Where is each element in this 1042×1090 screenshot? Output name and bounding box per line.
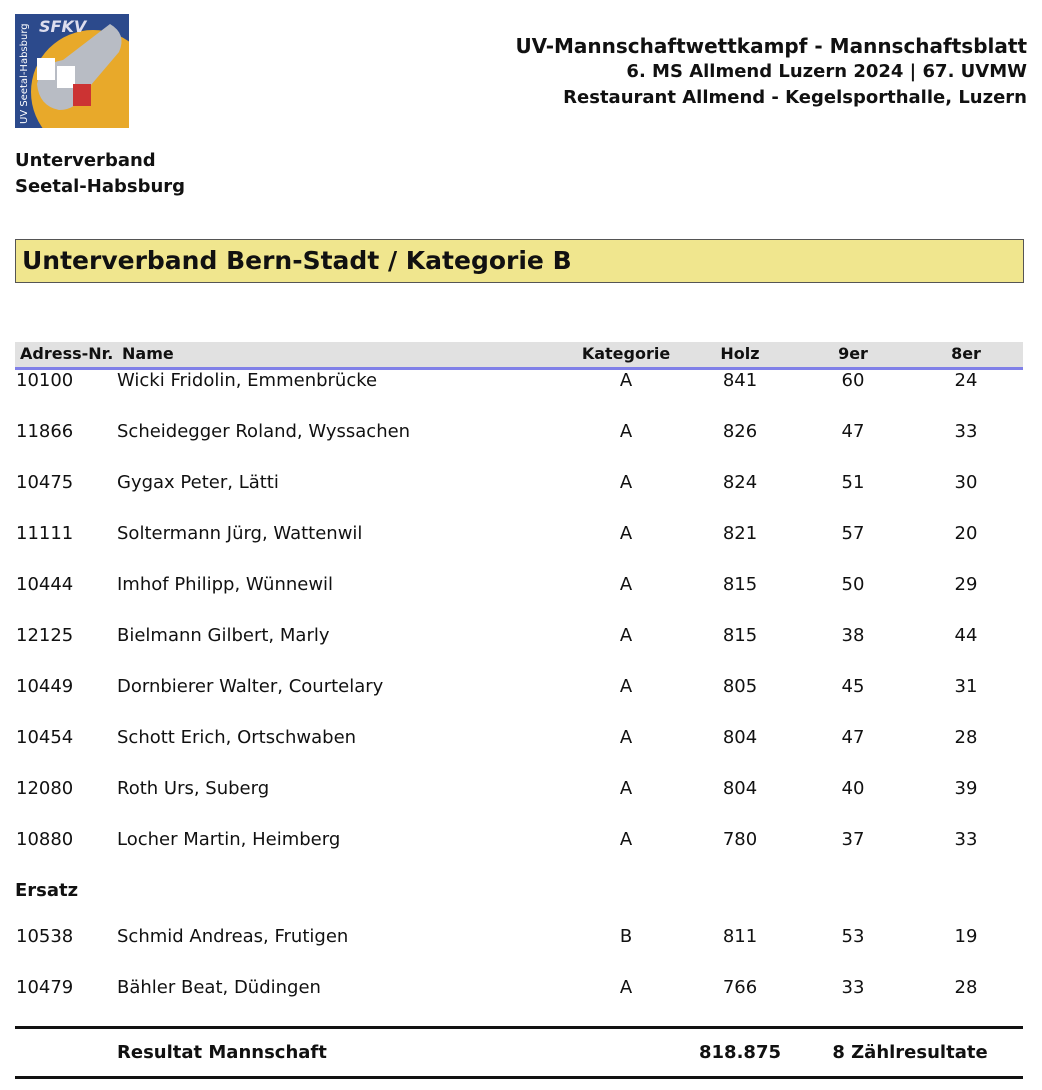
cell: Dornbierer Walter, Courtelary (117, 676, 384, 697)
column-header: Holz (720, 344, 760, 363)
cell: 804 (722, 727, 758, 748)
cell: 60 (841, 370, 865, 391)
column-header: 9er (838, 344, 868, 363)
section-title: Unterverband Bern-Stadt / Kategorie B (22, 246, 572, 275)
cell: 39 (954, 778, 978, 799)
cell: 33 (954, 829, 978, 850)
cell: Scheidegger Roland, Wyssachen (117, 421, 411, 442)
cell: 766 (722, 977, 758, 998)
cell: 10475 (16, 472, 74, 493)
cell: 10538 (16, 926, 74, 947)
cell: 12125 (16, 625, 74, 646)
cell: 30 (954, 472, 978, 493)
cell: 10100 (16, 370, 74, 391)
cell: 10444 (16, 574, 74, 595)
cell: 12080 (16, 778, 74, 799)
cell: Bielmann Gilbert, Marly (117, 625, 330, 646)
cell: A (619, 574, 633, 595)
cell: 805 (722, 676, 758, 697)
logo-title: SFKV (39, 17, 88, 36)
total-value: 818.875 (699, 1042, 781, 1063)
cell: 33 (954, 421, 978, 442)
cell: 10454 (16, 727, 74, 748)
cell: A (619, 472, 633, 493)
cell: 28 (954, 727, 978, 748)
cell: 826 (722, 421, 758, 442)
cell: 51 (841, 472, 865, 493)
cell: A (619, 676, 633, 697)
cell: 821 (722, 523, 758, 544)
table-header (15, 342, 1023, 370)
header-line: 6. MS Allmend Luzern 2024 | 67. UVMW (626, 61, 1027, 82)
header-line: Restaurant Allmend - Kegelsporthalle, Lu… (563, 87, 1027, 108)
cell: Roth Urs, Suberg (117, 778, 270, 799)
cell: Wicki Fridolin, Emmenbrücke (117, 370, 378, 391)
cell: 815 (722, 625, 758, 646)
cell: Bähler Beat, Düdingen (117, 977, 321, 998)
column-header: Adress-Nr. (20, 344, 114, 363)
cell: A (619, 421, 633, 442)
logo: SFKV UV Seetal-Habsburg (15, 14, 129, 128)
cell: 20 (954, 523, 978, 544)
cell: 31 (954, 676, 978, 697)
column-header: Name (122, 344, 174, 363)
cell: 44 (954, 625, 978, 646)
cell: 11111 (16, 523, 74, 544)
cell: 815 (722, 574, 758, 595)
cell: 33 (841, 977, 865, 998)
cell: Schott Erich, Ortschwaben (117, 727, 357, 748)
cell: 28 (954, 977, 978, 998)
cell: 10479 (16, 977, 74, 998)
cell: Gygax Peter, Lätti (117, 472, 279, 493)
section-banner (15, 239, 1024, 283)
cell: Imhof Philipp, Wünnewil (117, 574, 334, 595)
cell: Soltermann Jürg, Wattenwil (117, 523, 363, 544)
cell: 10449 (16, 676, 74, 697)
rule (15, 1026, 1023, 1029)
cell: 11866 (16, 421, 74, 442)
cell: 53 (841, 926, 865, 947)
cell: Locher Martin, Heimberg (117, 829, 341, 850)
cell: A (619, 523, 633, 544)
cell: 780 (722, 829, 758, 850)
cell: A (619, 727, 633, 748)
cell: A (619, 829, 633, 850)
cell: 45 (841, 676, 865, 697)
cell: 47 (841, 421, 865, 442)
cell: A (619, 370, 633, 391)
cell: B (619, 926, 633, 947)
cell: A (619, 625, 633, 646)
cell: 841 (722, 370, 758, 391)
logo-subtitle: UV Seetal-Habsburg (19, 23, 30, 124)
cell: A (619, 977, 633, 998)
total-label: Resultat Mannschaft (117, 1042, 327, 1063)
column-header: Kategorie (581, 344, 671, 363)
header-line: UV-Mannschaftwettkampf - Mannschaftsblat… (515, 34, 1027, 58)
cell: Schmid Andreas, Frutigen (117, 926, 349, 947)
cell: 811 (722, 926, 758, 947)
org-line: Unterverband (15, 150, 156, 171)
cell: 19 (954, 926, 978, 947)
org-line: Seetal-Habsburg (15, 176, 186, 197)
rule (15, 1076, 1023, 1079)
cell: 37 (841, 829, 865, 850)
cell: 38 (841, 625, 865, 646)
cell: 50 (841, 574, 865, 595)
column-header: 8er (951, 344, 981, 363)
total-note: 8 Zählresultate (832, 1042, 988, 1063)
cell: 10880 (16, 829, 74, 850)
cell: 24 (954, 370, 978, 391)
cell: 40 (841, 778, 865, 799)
cell: A (619, 778, 633, 799)
substitute-label: Ersatz (15, 880, 79, 901)
cell: 824 (722, 472, 758, 493)
cell: 57 (841, 523, 865, 544)
cell: 47 (841, 727, 865, 748)
cell: 804 (722, 778, 758, 799)
cell: 29 (954, 574, 978, 595)
